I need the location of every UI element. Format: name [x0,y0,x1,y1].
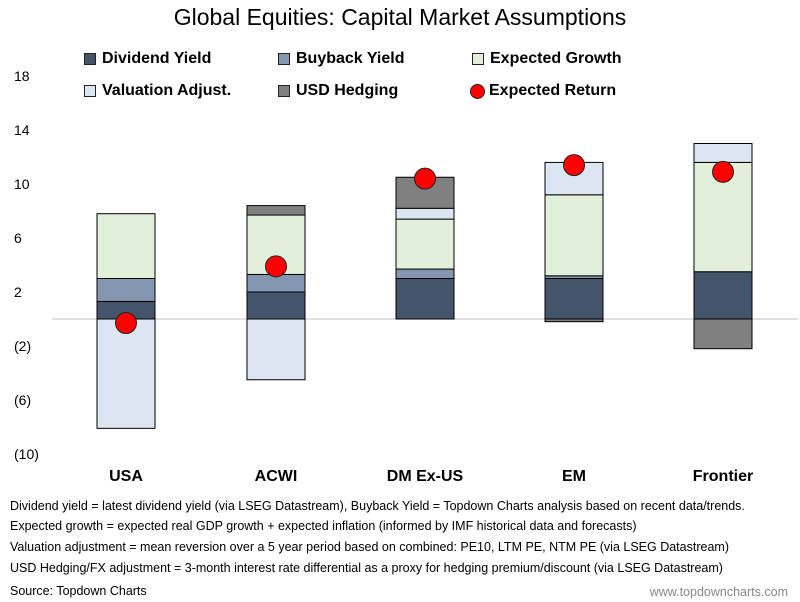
legend-valuation-adjust: Valuation Adjust. [84,82,231,100]
legend-label: USD Hedging [296,82,399,99]
legend-label: Valuation Adjust. [102,82,232,99]
legend-usd-hedging: USD Hedging [278,82,398,100]
legend-expected-growth: Expected Growth [472,50,622,68]
bar-segment [395,268,455,279]
legend-dividend-yield: Dividend Yield [84,50,211,68]
expected-return-dot [414,167,436,190]
expected-return-dot [115,312,137,335]
bar-segment [246,318,306,381]
bar-segment [395,278,455,320]
chart-title: Global Equities: Capital Market Assumpti… [173,4,627,30]
x-category-label: Frontier [693,468,753,485]
source-label: Source: Topdown Charts [10,584,147,598]
x-category-label: ACWI [255,468,298,485]
y-tick-label: 14 [14,122,30,138]
bar-segment [395,207,455,220]
legend-label: Expected Return [489,82,617,99]
legend-label: Expected Growth [490,50,622,67]
bar-segment [246,205,306,216]
y-tick-label: 2 [14,284,22,300]
legend-swatch [278,53,290,65]
legend-dot [470,83,485,99]
bar-segment [544,318,604,323]
legend-label: Dividend Yield [102,50,212,67]
bar-segment [246,291,306,320]
bar-segment [693,318,753,350]
legend-expected-return: Expected Return [470,82,616,100]
footnote: Valuation adjustment = mean reversion ov… [10,540,729,554]
bar-segment [96,213,156,279]
bar-segment [544,278,604,320]
footnote: Dividend yield = latest dividend yield (… [10,499,745,513]
bar-segment [693,271,753,320]
legend-label: Buyback Yield [296,50,405,67]
y-tick-label: 6 [14,230,22,246]
legend-swatch [84,53,96,65]
y-tick-label: 18 [14,68,30,84]
x-category-label: USA [109,468,143,485]
chart-plot: 18 14 10 6 2 (2) (6) (10) USA ACWI DM Ex-US EM Front… [14,68,798,485]
bar-segment [544,194,604,277]
bar-segment [693,143,753,163]
expected-return-dot [712,160,734,183]
legend-buyback-yield: Buyback Yield [278,50,405,68]
footnote: Expected growth = expected real GDP grow… [10,519,637,533]
footnote: USD Hedging/FX adjustment = 3-month inte… [10,561,723,575]
x-category-label: EM [562,468,586,485]
bar-segment [395,218,455,270]
x-category-label: DM Ex-US [387,468,464,485]
bar-segment [96,278,156,302]
bar-segment [96,318,156,429]
expected-return-dot [563,154,585,177]
expected-return-dot [265,255,287,278]
y-tick-label: (10) [14,446,39,462]
y-tick-label: (2) [14,338,31,354]
y-tick-label: (6) [14,392,31,408]
legend-swatch [84,85,96,97]
y-tick-label: 10 [14,176,30,192]
legend-swatch [278,85,290,97]
website-label: www.topdowncharts.com [649,585,788,599]
legend-swatch [472,53,484,65]
